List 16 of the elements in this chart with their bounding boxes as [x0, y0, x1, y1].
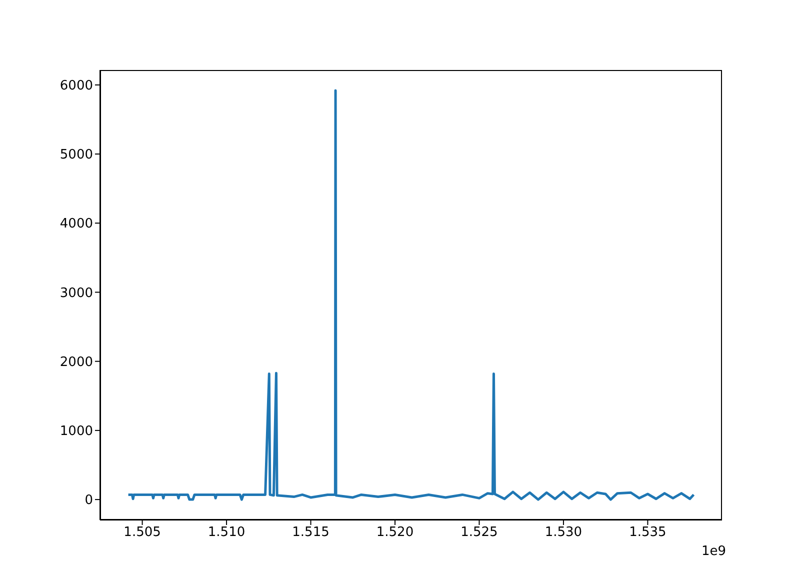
x-tick-label: 1.505 [124, 525, 161, 540]
y-tick-label: 2000 [60, 354, 93, 370]
y-tick-label: 6000 [60, 78, 93, 94]
text: 1e9 [701, 544, 726, 559]
x-tick-label: 1.535 [629, 525, 666, 540]
y-tick-label: 1000 [60, 424, 93, 440]
x-tick-label: 1.530 [544, 525, 582, 540]
x-tick-label: 1.515 [292, 525, 330, 540]
line-series [127, 89, 695, 501]
x-tick-label: 1.525 [460, 525, 498, 540]
y-tick-label: 4000 [60, 216, 93, 232]
y-tick-label: 0 [84, 493, 93, 508]
y-tick-label: 5000 [60, 148, 93, 163]
x-tick-label: 1.520 [376, 525, 414, 540]
y-tick-label: 3000 [60, 286, 93, 301]
x-tick-label: 1.510 [208, 525, 246, 540]
